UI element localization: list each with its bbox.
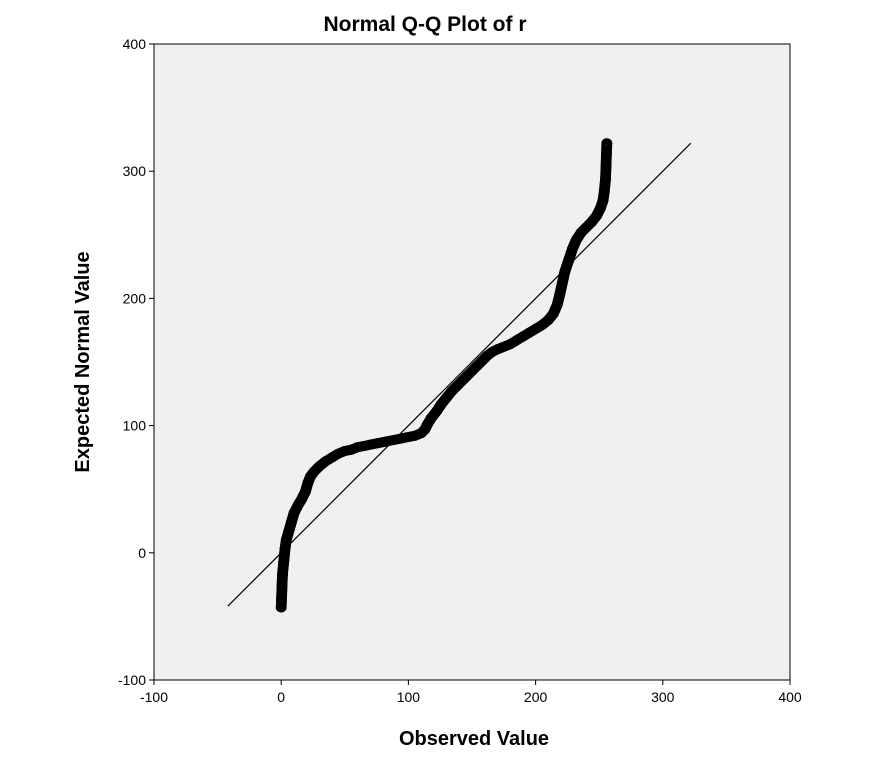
x-tick-label: -100 — [140, 689, 168, 705]
data-point — [554, 289, 566, 300]
data-point — [402, 432, 414, 443]
data-point — [339, 446, 351, 457]
data-point — [536, 320, 548, 331]
data-point — [345, 444, 357, 455]
data-point — [377, 437, 389, 448]
data-points-layer — [275, 138, 613, 613]
data-point — [498, 341, 510, 352]
data-point — [278, 556, 290, 567]
x-tick-label: 100 — [397, 689, 421, 705]
x-tick-label: 200 — [524, 689, 548, 705]
data-point — [430, 406, 442, 417]
y-tick-label: -100 — [118, 672, 146, 688]
x-axis-label: Observed Value — [399, 728, 549, 750]
data-point — [551, 299, 563, 310]
x-tick-label: 0 — [277, 689, 285, 705]
data-point — [396, 433, 408, 444]
data-point — [371, 438, 382, 449]
data-point — [283, 526, 295, 537]
data-point — [280, 535, 292, 546]
data-point — [364, 439, 376, 450]
data-point — [313, 461, 325, 472]
reference-line — [227, 142, 692, 607]
data-point — [563, 255, 575, 266]
data-point — [277, 569, 288, 580]
data-point — [383, 435, 395, 446]
data-point — [358, 440, 370, 451]
y-tick-label: 0 — [138, 545, 146, 561]
data-point — [542, 315, 554, 326]
data-point — [419, 424, 431, 435]
y-tick-label: 400 — [123, 36, 147, 52]
data-point — [333, 448, 344, 459]
data-point — [441, 392, 452, 403]
data-point — [285, 517, 297, 528]
data-point — [559, 266, 571, 277]
y-tick-label: 100 — [123, 418, 147, 434]
x-tick-label: 300 — [651, 689, 675, 705]
data-point — [601, 138, 613, 149]
data-point — [425, 412, 437, 423]
data-point — [600, 173, 611, 184]
data-point — [352, 442, 363, 453]
data-point — [436, 398, 447, 409]
data-point — [548, 308, 559, 319]
data-point — [586, 217, 597, 228]
data-point — [556, 278, 568, 289]
data-point — [390, 434, 402, 445]
data-point — [299, 486, 311, 497]
data-point — [302, 477, 314, 488]
y-tick-label: 300 — [123, 163, 147, 179]
x-tick-label: 400 — [778, 689, 802, 705]
data-point — [275, 602, 287, 613]
reference-line-layer — [227, 142, 692, 607]
axis-ticks: -100 0 100 200 300 400 -100 0 100 200 300 400 — [118, 36, 802, 705]
chart-title: Normal Q-Q Plot of r — [323, 13, 526, 36]
y-axis-label: Expected Normal Value — [72, 251, 94, 472]
data-point — [409, 430, 421, 441]
data-point — [570, 234, 582, 245]
data-point — [492, 344, 503, 355]
y-tick-label: 200 — [123, 290, 147, 306]
data-point — [598, 186, 610, 197]
data-point — [567, 243, 578, 254]
